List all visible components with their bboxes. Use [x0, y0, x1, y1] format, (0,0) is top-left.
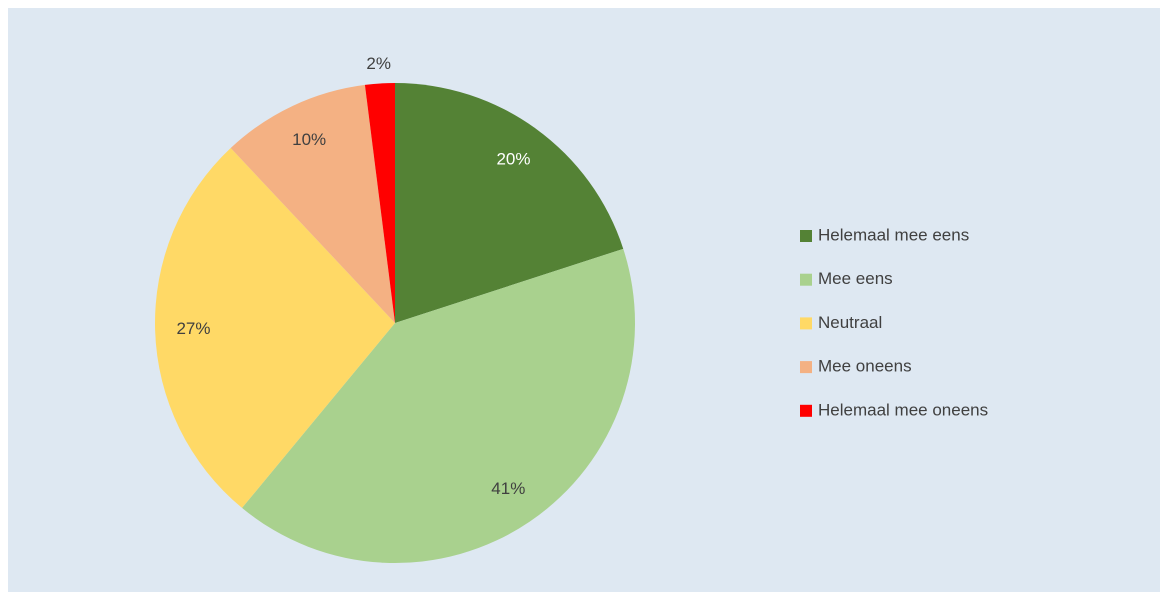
data-label: 10% [292, 130, 326, 149]
legend-swatch [800, 404, 812, 417]
pie-slice [242, 248, 636, 564]
pie-slice [155, 148, 395, 508]
pie-slice [230, 84, 395, 323]
legend-swatch [800, 273, 812, 286]
legend-label: Helemaal mee eens [818, 225, 969, 244]
legend-swatch [800, 230, 812, 242]
data-label: 41% [491, 479, 525, 498]
pie-slice [395, 83, 624, 323]
legend-swatch [800, 317, 812, 330]
legend-label: Mee eens [818, 269, 893, 288]
data-label: 2% [366, 54, 391, 73]
legend-label: Helemaal mee oneens [818, 400, 988, 419]
pie-slice [364, 83, 395, 323]
legend-swatch [800, 361, 812, 374]
data-label: 20% [496, 149, 530, 168]
legend-label: Neutraal [818, 313, 882, 332]
legend-label: Mee oneens [818, 357, 912, 376]
data-label: 27% [176, 319, 210, 338]
